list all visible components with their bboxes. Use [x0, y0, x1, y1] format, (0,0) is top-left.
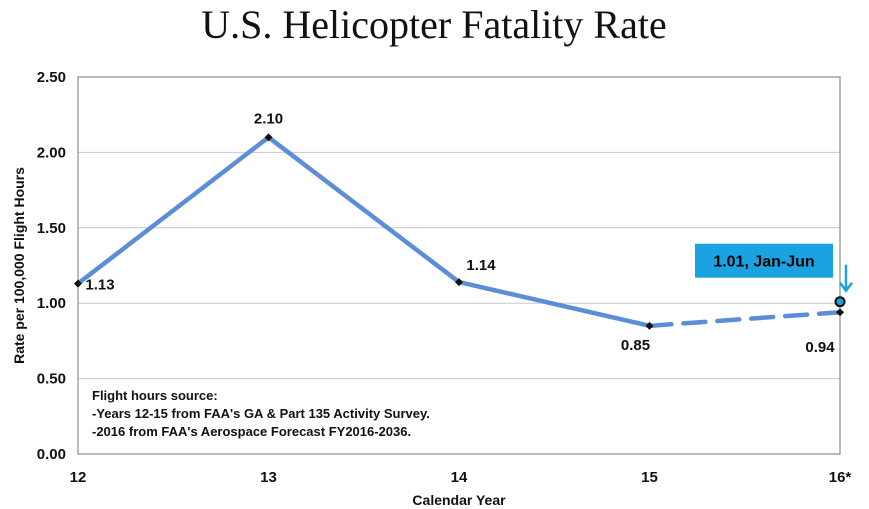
source-note-line: Flight hours source:	[92, 388, 218, 403]
source-note: Flight hours source: -Years 12-15 from FA…	[92, 388, 430, 439]
series-segment	[75, 135, 271, 286]
data-label: 1.14	[466, 257, 496, 274]
series-lines	[75, 135, 843, 329]
data-label: 0.85	[621, 337, 650, 354]
chart-title: U.S. Helicopter Fatality Rate	[201, 2, 666, 47]
gridlines	[78, 151, 840, 380]
x-tick-label: 12	[70, 469, 87, 486]
data-label: 0.94	[805, 339, 835, 356]
x-tick-label: 13	[260, 469, 277, 486]
callout-label: 1.01, Jan-Jun	[713, 254, 814, 271]
x-tick-label: 16*	[829, 469, 852, 486]
y-tick-label: 0.00	[37, 446, 66, 463]
plot-frame	[77, 76, 841, 455]
data-point	[836, 308, 844, 317]
data-point	[264, 133, 273, 142]
y-axis-ticks: 0.00 0.50 1.00 1.50 2.00 2.50	[37, 69, 66, 463]
y-axis-label: Rate per 100,000 Flight Hours	[11, 167, 27, 364]
y-tick-label: 1.00	[37, 295, 66, 312]
y-tick-label: 0.50	[37, 371, 66, 388]
x-axis-label: Calendar Year	[412, 492, 506, 508]
callout: 1.01, Jan-Jun	[695, 243, 853, 308]
data-point	[645, 321, 654, 330]
data-label: 1.13	[85, 277, 114, 294]
x-tick-label: 15	[641, 469, 658, 486]
x-tick-label: 14	[451, 469, 468, 486]
data-label: 2.10	[254, 110, 283, 127]
y-tick-label: 2.00	[37, 144, 66, 161]
series-segment	[266, 135, 462, 285]
y-tick-label: 2.50	[37, 69, 66, 86]
source-note-line: -2016 from FAA's Aerospace Forecast FY20…	[92, 424, 411, 439]
series-segment	[456, 279, 652, 329]
data-point	[455, 278, 463, 287]
down-arrow-icon	[839, 264, 853, 293]
data-point	[74, 279, 82, 288]
x-axis-ticks: 12 13 14 15 16*	[70, 469, 852, 486]
series-markers	[74, 133, 844, 330]
series-segment	[647, 309, 843, 329]
y-tick-label: 1.50	[37, 220, 66, 237]
callout-box	[695, 243, 833, 278]
highlight-point	[834, 296, 846, 308]
arrow-head	[839, 281, 853, 293]
data-labels: 1.13 2.10 1.14 0.85 0.94	[85, 110, 835, 356]
source-note-line: -Years 12-15 from FAA's GA & Part 135 Ac…	[92, 406, 430, 421]
